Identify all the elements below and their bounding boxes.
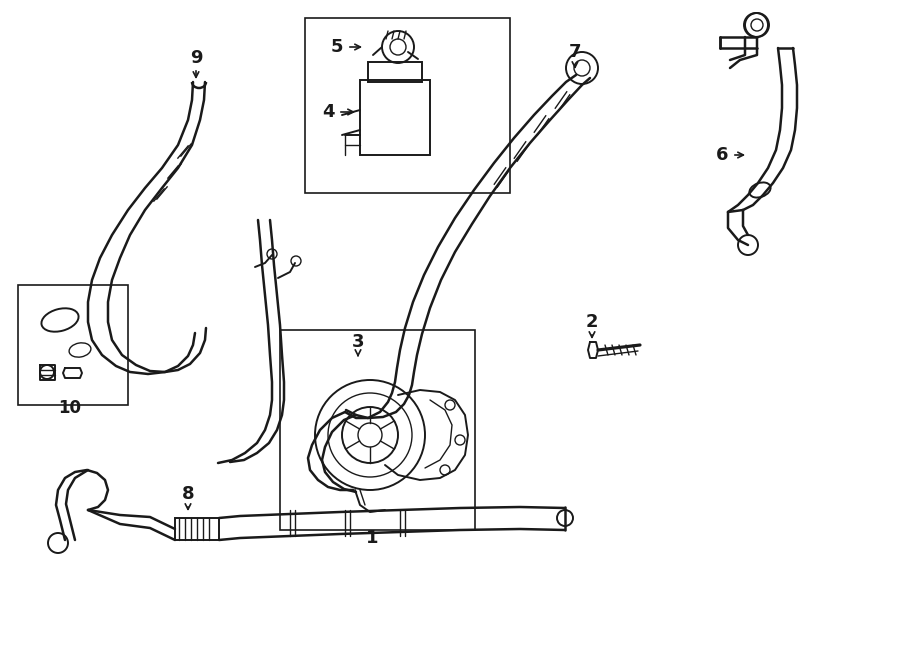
Text: 5: 5 [331,38,343,56]
Bar [368,62,422,82]
Text: 2: 2 [586,313,598,331]
Bar [305,18,510,193]
Bar [280,330,475,530]
Text: 9: 9 [190,49,203,67]
Bar [360,80,430,155]
Text: 3: 3 [352,333,365,351]
Text: 4: 4 [322,103,334,121]
Bar [18,285,128,405]
Text: 8: 8 [182,485,194,503]
Text: 10: 10 [58,399,82,417]
Text: 1: 1 [365,529,378,547]
Text: 7: 7 [569,43,581,61]
Text: 6: 6 [716,146,728,164]
Bar [175,518,219,540]
